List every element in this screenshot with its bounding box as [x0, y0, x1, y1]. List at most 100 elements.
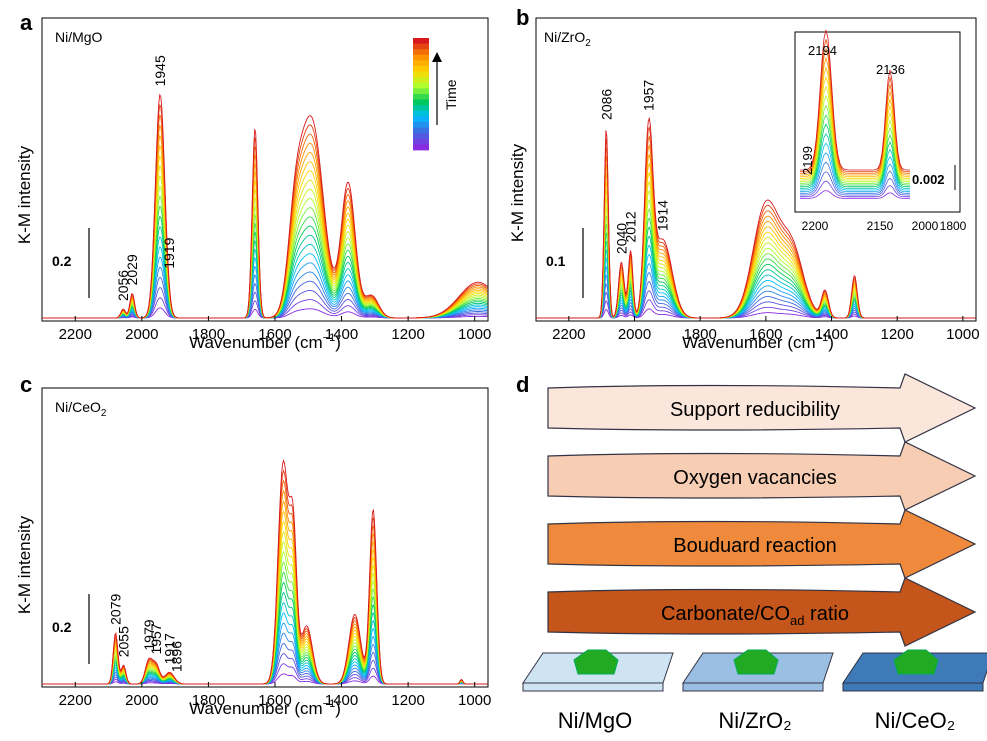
colorbar-segment — [413, 133, 429, 140]
x-tick-label: 2000 — [125, 326, 158, 343]
panel-d: d Support reducibility Oxygen vacancies Bo… — [516, 372, 987, 733]
inset-trace — [800, 75, 910, 179]
ni-particle-icon — [893, 649, 939, 675]
catalyst-supports: Ni/MgO Ni/ZrO₂ Ni/CeO₂ — [522, 649, 987, 733]
x-tick-label: 2200 — [59, 326, 92, 343]
x-tick-label: 1800 — [683, 326, 716, 343]
spectrum-trace — [42, 276, 488, 319]
sample-title-a: Ni/MgO — [55, 29, 103, 45]
plot-frame-c — [41, 387, 489, 688]
colorbar-segment — [413, 82, 429, 89]
x-tick-label: 1400 — [815, 326, 848, 343]
spectrum-trace — [42, 297, 488, 319]
x-tick-label: 1400 — [325, 692, 358, 709]
spectrum-trace — [42, 479, 488, 685]
spectrum-trace — [42, 205, 488, 319]
plot-frame-b — [535, 17, 977, 322]
spectrum-trace — [42, 134, 488, 319]
scale-bar-label: 0.2 — [52, 619, 72, 635]
peak-label: 2055 — [116, 626, 132, 657]
xlabel-c: Wavenumber (cm−1) — [189, 698, 341, 718]
inset-scale-bar-label: 0.002 — [912, 172, 945, 187]
colorbar-label: Time — [443, 79, 459, 110]
xlabel-b: Wavenumber (cm−1) — [682, 332, 834, 352]
inset-trace — [800, 180, 910, 198]
peak-label: 1896 — [168, 641, 184, 672]
inset-peak-label: 2199 — [800, 146, 815, 175]
x-tick-label: 1600 — [258, 692, 291, 709]
peak-label: 1957 — [148, 623, 164, 654]
spectrum-trace — [42, 622, 488, 685]
time-arrow-head — [432, 52, 442, 62]
support-slab-edge — [522, 682, 664, 692]
peak-label: 1945 — [152, 55, 168, 86]
colorbar-segment — [413, 88, 429, 95]
colorbar-segment — [413, 43, 429, 50]
spectrum-trace — [42, 185, 488, 319]
colorbar-segment — [413, 66, 429, 72]
inset-trace — [800, 29, 910, 171]
colorbar-segment — [413, 49, 429, 56]
colorbar-segment — [413, 38, 429, 44]
x-tick-label: 1800 — [192, 326, 225, 343]
x-tick-label: 1800 — [192, 692, 225, 709]
support-slab-edge — [842, 682, 984, 692]
trend-arrow — [547, 373, 977, 443]
x-tick-label: 2000 — [618, 326, 651, 343]
panel-letter-b: b — [516, 5, 529, 30]
spectrum-trace — [42, 195, 488, 319]
x-tick-label: 1200 — [391, 692, 424, 709]
spectrum-trace — [42, 154, 488, 319]
inset-trace — [800, 114, 910, 186]
x-tick-label: 2000 — [125, 692, 158, 709]
spectrum-trace — [42, 175, 488, 319]
x-tick-label: 1200 — [391, 326, 424, 343]
spectrum-trace — [42, 499, 488, 685]
plot-area-b: 2200 2000 1800 1600 1400 1200 1000208620122040… — [536, 80, 980, 343]
spectrum-trace — [42, 226, 488, 319]
spectrum-trace — [42, 246, 488, 319]
spectrum-trace — [42, 124, 488, 319]
spectrum-trace — [42, 236, 488, 319]
colorbar-segment — [413, 60, 429, 67]
spectrum-trace — [42, 571, 488, 685]
x-tick-label: 1000 — [946, 326, 979, 343]
colorbar-segment — [413, 110, 429, 117]
inset-b: 2200 2150 2000 1800 2194 2136 2199 0.002 — [794, 29, 967, 233]
inset-x-tick-label: 2150 — [867, 219, 894, 233]
colorbar-segment — [413, 116, 429, 123]
colorbar-segment — [413, 122, 429, 128]
peak-label: 2079 — [108, 593, 124, 624]
ylabel-b: K-M intensity — [508, 143, 527, 242]
spectrum-trace — [42, 642, 488, 685]
spectrum-trace — [42, 215, 488, 319]
spectrum-trace — [42, 144, 488, 319]
trend-arrow-label: Oxygen vacancies — [673, 467, 836, 489]
spectrum-trace — [42, 93, 488, 319]
inset-trace — [800, 66, 910, 178]
spectrum-trace — [42, 653, 488, 685]
spectrum-trace — [42, 459, 488, 685]
x-tick-label: 1000 — [458, 326, 491, 343]
scale-bar-label: 0.1 — [546, 253, 566, 269]
sample-title-c: Ni/CeO2 — [55, 399, 107, 419]
spectrum-trace — [42, 663, 488, 685]
peak-label: 2056 — [115, 270, 131, 301]
inset-trace — [800, 142, 910, 191]
x-tick-label: 1600 — [749, 326, 782, 343]
ylabel-a: K-M intensity — [15, 145, 34, 244]
trend-arrow-label: Bouduard reaction — [673, 535, 836, 557]
trend-arrow-label: Carbonate/COad ratio — [661, 603, 849, 628]
catalyst-label: Ni/MgO — [558, 708, 633, 733]
colorbar-segment — [413, 105, 429, 112]
plot-area-a: 2200 2000 1800 1600 1400 1200 1000 1945 1919 2056… — [42, 55, 491, 343]
ni-particle-icon — [573, 649, 619, 675]
peak-label: 1914 — [655, 200, 671, 231]
spectrum-trace — [42, 256, 488, 319]
catalyst-label: Ni/CeO₂ — [875, 708, 956, 733]
inset-trace — [800, 85, 910, 181]
x-tick-label: 2200 — [552, 326, 585, 343]
peak-label: 1919 — [161, 237, 177, 268]
plot-frame-a — [41, 17, 489, 322]
